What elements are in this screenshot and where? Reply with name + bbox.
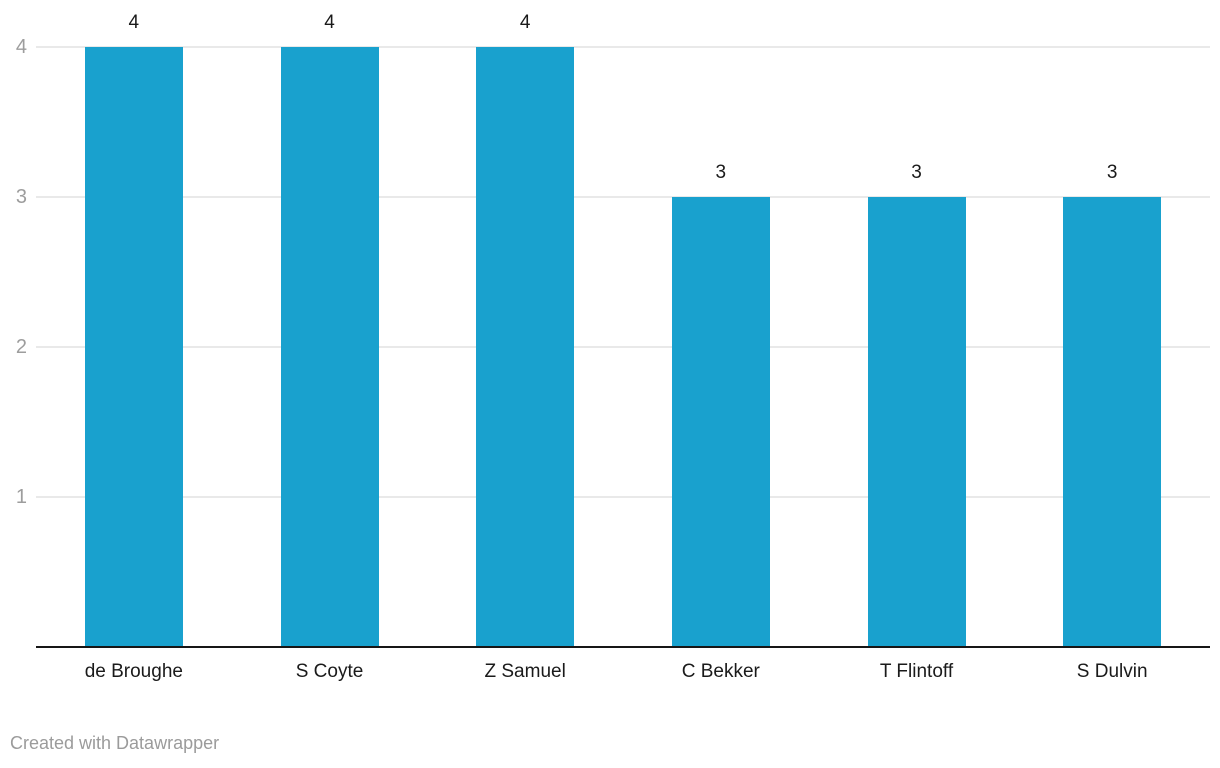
x-axis-label: de Broughe: [84, 661, 183, 682]
bar-value-label: 3: [1106, 162, 1118, 183]
bar-value-label: 4: [519, 12, 531, 33]
x-axis-label: S Dulvin: [1076, 661, 1148, 682]
bar-value-label: 3: [911, 162, 922, 183]
bar: [1063, 197, 1162, 647]
bar-value-label: 4: [324, 12, 335, 33]
x-axis-label: Z Samuel: [484, 661, 566, 682]
bar: [867, 197, 966, 647]
x-axis-label: C Bekker: [681, 661, 760, 682]
bar: [84, 47, 183, 647]
gridline-y-3: [36, 196, 1210, 198]
bar: [280, 47, 379, 647]
bar: [476, 47, 575, 647]
gridline-y-2: [36, 346, 1210, 348]
x-axis-label: T Flintoff: [879, 661, 954, 682]
y-tick-label: 3: [15, 186, 27, 208]
gridline-y-4: [36, 46, 1210, 48]
y-tick-label: 2: [15, 336, 27, 358]
bar-value-label: 4: [128, 12, 140, 33]
bar: [671, 197, 770, 647]
x-axis-line: [36, 646, 1210, 648]
gridline-y-1: [36, 496, 1210, 498]
bar-value-label: 3: [715, 162, 727, 183]
y-tick-label: 1: [15, 486, 27, 508]
datawrapper-attribution-link[interactable]: Created with Datawrapper: [10, 733, 220, 753]
y-tick-label: 4: [15, 36, 27, 58]
x-axis-label: S Coyte: [295, 661, 364, 682]
